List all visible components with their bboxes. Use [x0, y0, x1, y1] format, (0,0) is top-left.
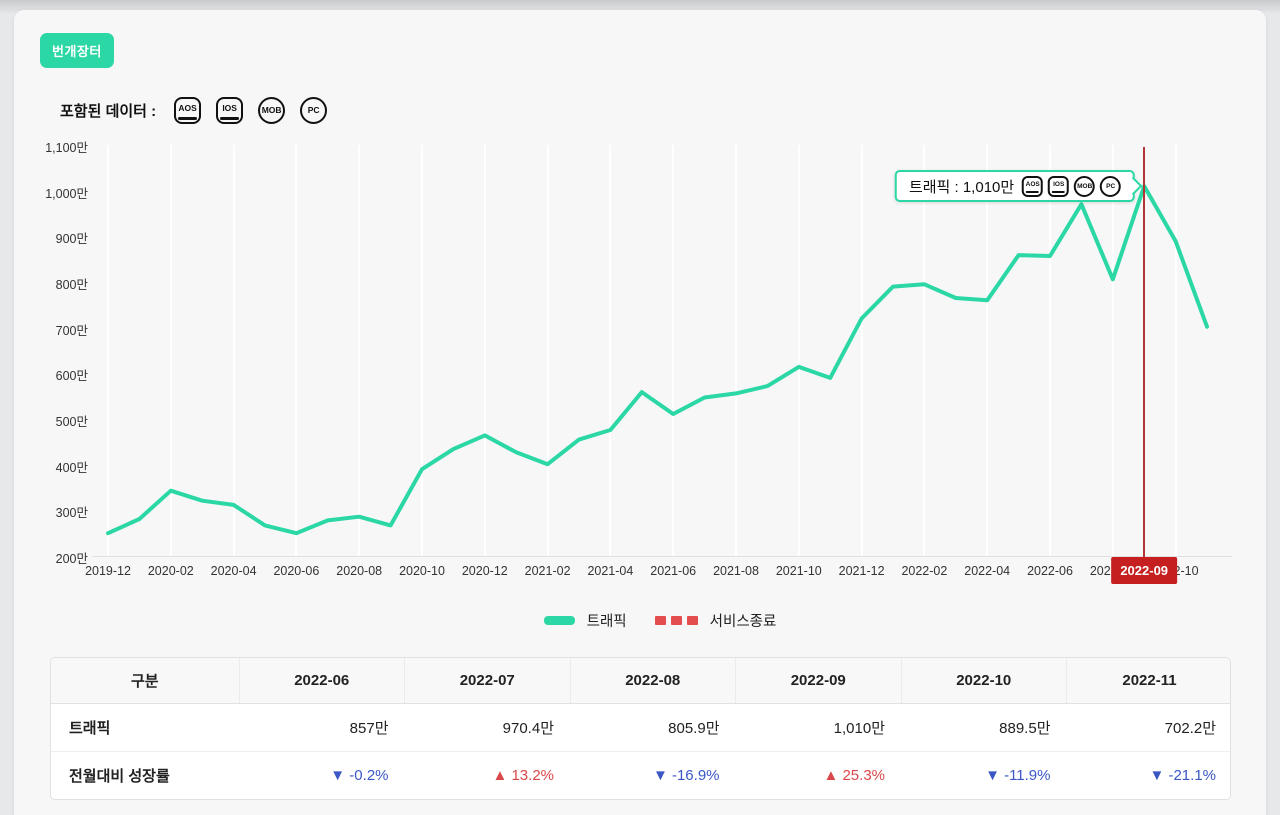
traffic-row: 트래픽 857만 970.4만 805.9만 1,010만 889.5만 702.2만: [51, 703, 1230, 751]
x-axis-line: [92, 556, 1232, 557]
x-axis-tick-label: 2020-04: [210, 564, 257, 578]
x-axis-tick-label: 2022-02: [901, 564, 948, 578]
mob-platform-icon: MOB: [258, 96, 286, 124]
y-axis-tick-label: 1,100만: [45, 141, 88, 155]
vertical-gridline: [169, 145, 172, 556]
table-header-cell: 2022-08: [569, 658, 736, 704]
vertical-gridline: [421, 145, 423, 556]
growth-value-cell: ▲ 13.2%: [404, 750, 570, 799]
legend-label-traffic: 트래픽: [586, 614, 627, 630]
vertical-gridline: [232, 145, 235, 556]
x-axis-tick-label: 2021-08: [713, 564, 759, 578]
vertical-gridline: [358, 145, 361, 556]
table-header-cell: 2022-11: [1066, 658, 1230, 704]
tooltip-text: 트래픽 : 1,010만: [908, 178, 1015, 196]
x-axis-tick-label: 2022-06: [1027, 564, 1073, 578]
y-axis-tick-label: 800만: [55, 278, 88, 292]
y-axis-tick-label: 700만: [55, 323, 88, 338]
ios-platform-icon: IOS: [1048, 175, 1070, 197]
growth-value-cell: ▼ -11.9%: [901, 750, 1067, 799]
x-axis-tick-label: 2021-06: [650, 564, 697, 578]
traffic-legend-swatch: [543, 616, 575, 625]
pc-platform-icon: PC: [300, 96, 328, 124]
y-axis-tick-label: 1,000만: [45, 186, 88, 201]
traffic-line-chart: 2019-12 2020-02 2020-04 2020-06 2020-08 2020-…: [14, 10, 1266, 655]
y-axis-tick-label: 500만: [55, 415, 88, 429]
x-axis-tick-label: 2020-10: [399, 564, 445, 578]
table-header-cell: 2022-07: [404, 658, 570, 704]
vertical-gridline: [860, 145, 863, 556]
platform-icon-group: AOS IOS MOB PC: [174, 96, 328, 124]
x-axis-tick-label: 2020-06: [273, 564, 320, 578]
vertical-gridline: [483, 145, 486, 556]
content-card: 번개장터 포함된 데이터 : AOS IOS MOB PC 2019-12 2020-0…: [14, 10, 1266, 815]
table-header-cell: 2022-09: [735, 658, 901, 704]
x-axis-tick-label: 2022-04: [964, 564, 1011, 578]
included-data-row: 포함된 데이터 : AOS IOS MOB PC: [60, 94, 328, 126]
traffic-value-cell: 970.4만: [404, 703, 570, 751]
tooltip-platform-icon-group: AOS IOS MOB PC: [1022, 175, 1122, 197]
vertical-gridline: [1174, 145, 1177, 556]
x-axis-tick-label: 2020-12: [461, 564, 508, 578]
growth-value-cell: ▼ -0.2%: [239, 750, 405, 799]
chart-tooltip: 트래픽 : 1,010만 AOS IOS MOB PC: [894, 170, 1136, 203]
x-axis-tick-label: 2020-08: [336, 564, 383, 578]
table-header-cell: 2022-06: [238, 658, 405, 704]
traffic-value-cell: 889.5만: [901, 703, 1067, 751]
y-axis-tick-label: 600만: [55, 369, 88, 384]
vertical-gridline: [609, 145, 612, 556]
traffic-line-series[interactable]: [14, 10, 1266, 655]
vertical-gridline: [672, 145, 675, 556]
chart-legend: 트래픽 서비스종료: [95, 610, 1225, 631]
x-axis-tick-label: 2021-04: [587, 564, 634, 578]
legend-item-service-end: 서비스종료: [654, 610, 777, 631]
y-axis-tick-label: 300만: [55, 506, 88, 521]
traffic-value-cell: 1,010만: [735, 703, 901, 751]
vertical-gridline: [735, 145, 737, 556]
ios-platform-icon: IOS: [216, 96, 244, 124]
vertical-gridline: [1049, 145, 1051, 556]
growth-value-cell: ▼ -16.9%: [570, 750, 736, 799]
legend-label-service-end: 서비스종료: [709, 614, 777, 630]
service-name-badge[interactable]: 번개장터: [40, 33, 114, 68]
traffic-row-label: 트래픽: [51, 703, 239, 751]
table-header-cell: 구분: [51, 658, 239, 704]
growth-value-cell: ▲ 25.3%: [735, 750, 901, 799]
monthly-stats-table-wrap: 구분 2022-06 2022-07 2022-08 2022-09 2022-10 202…: [50, 657, 1231, 800]
service-end-marker-line: [1143, 147, 1146, 557]
x-axis-tick-label: 2019-12: [85, 564, 131, 578]
x-axis-tick-label: 2021-02: [524, 564, 571, 578]
growth-value-cell: ▼ -21.1%: [1066, 750, 1230, 799]
aos-platform-icon: AOS: [1022, 175, 1044, 197]
growth-row: 전월대비 성장률 ▼ -0.2% ▲ 13.2% ▼ -16.9% ▲ 25.3% ▼ -…: [51, 750, 1230, 799]
y-axis-tick-label: 900만: [55, 232, 88, 247]
service-end-date-badge: 2022-09: [1111, 557, 1178, 584]
vertical-gridline: [797, 145, 800, 556]
service-end-legend-swatch: [654, 616, 698, 625]
vertical-gridline: [923, 145, 926, 556]
mob-platform-icon: MOB: [1074, 175, 1096, 197]
table-header-row: 구분 2022-06 2022-07 2022-08 2022-09 2022-10 202…: [51, 658, 1230, 704]
vertical-gridline: [1111, 145, 1114, 556]
traffic-value-cell: 702.2만: [1066, 703, 1230, 751]
legend-item-traffic: 트래픽: [543, 610, 627, 631]
vertical-gridline: [986, 145, 989, 556]
traffic-value-cell: 857만: [239, 703, 405, 751]
x-axis-tick-label: 2021-12: [838, 564, 885, 578]
aos-platform-icon: AOS: [174, 96, 202, 124]
y-axis-tick-label: 400만: [55, 460, 88, 475]
vertical-gridline: [546, 145, 549, 556]
vertical-gridline: [107, 145, 109, 556]
y-axis-tick-label: 200만: [55, 552, 88, 566]
traffic-value-cell: 805.9만: [570, 703, 736, 751]
growth-row-label: 전월대비 성장률: [51, 750, 239, 799]
monthly-stats-table: 구분 2022-06 2022-07 2022-08 2022-09 2022-10 202…: [51, 658, 1230, 799]
included-data-label: 포함된 데이터 :: [60, 102, 157, 120]
vertical-gridline: [295, 145, 298, 556]
x-axis-tick-label: 2021-10: [775, 564, 822, 578]
x-axis-tick-label: 2020-02: [147, 564, 194, 578]
pc-platform-icon: PC: [1100, 175, 1122, 197]
table-header-cell: 2022-10: [900, 658, 1067, 704]
